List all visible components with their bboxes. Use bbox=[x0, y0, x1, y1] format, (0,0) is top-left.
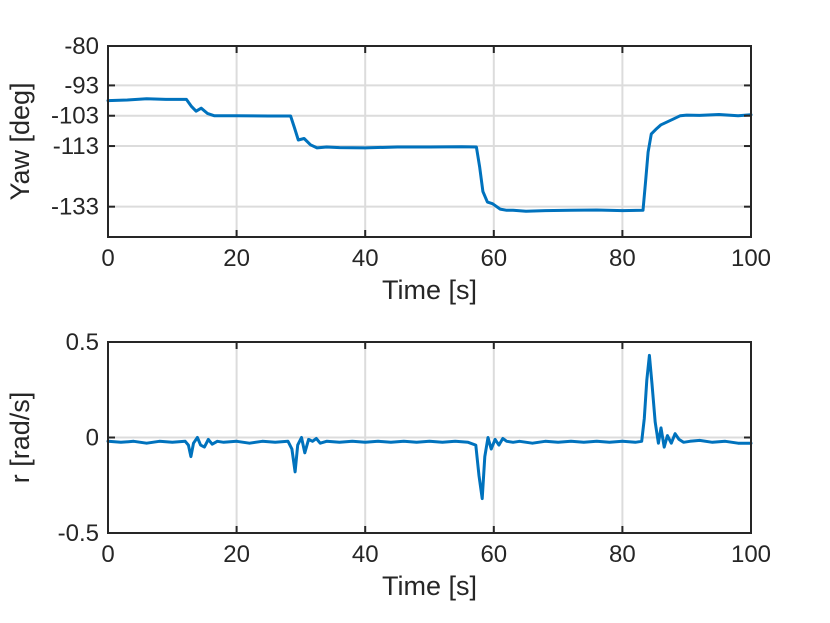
yaw-rate-series-line bbox=[106, 353, 753, 501]
yaw-ticks: 0 20 40 60 80 100 -80 -93 -103 -113 -133 bbox=[51, 33, 771, 272]
yaw-x-axis-label: Time [s] bbox=[382, 275, 477, 305]
yaw-y-tick-label: -133 bbox=[51, 194, 99, 221]
yaw-rate-x-tick-label: 20 bbox=[223, 541, 250, 568]
yaw-series bbox=[106, 97, 753, 213]
yaw-y-tick-label: -80 bbox=[64, 33, 99, 60]
yaw-rate-x-tick-label: 40 bbox=[352, 541, 379, 568]
yaw-axes: 0 20 40 60 80 100-80-93-103-113-133 Time [s] … bbox=[5, 33, 771, 305]
yaw-rate-y-axis-label: r [rad/s] bbox=[5, 392, 35, 484]
yaw-x-tick-label: 100 bbox=[731, 245, 771, 272]
yaw-x-tick-label: 40 bbox=[352, 245, 379, 272]
yaw-y-axis-label: Yaw [deg] bbox=[5, 82, 35, 200]
yaw-x-tick-label: 0 bbox=[101, 245, 114, 272]
yaw-rate-x-tick-label: 60 bbox=[480, 541, 507, 568]
yaw-rate-y-tick-label: 0 bbox=[86, 425, 99, 452]
yaw-y-tick-label: -113 bbox=[53, 133, 99, 160]
yaw-y-tick-label: -93 bbox=[64, 72, 99, 99]
yaw-y-tick-label: -103 bbox=[51, 103, 99, 130]
yaw-rate-y-tick-label: -0.5 bbox=[58, 520, 99, 547]
yaw-x-tick-label: 80 bbox=[609, 245, 636, 272]
yaw-rate-x-tick-label: 80 bbox=[609, 541, 636, 568]
yaw-rate-x-axis-label: Time [s] bbox=[382, 571, 477, 601]
yaw-x-tick-label: 20 bbox=[223, 245, 250, 272]
yaw-series-line bbox=[106, 97, 753, 213]
yaw-plot-area bbox=[108, 46, 751, 237]
yaw-rate-x-tick-label: 100 bbox=[731, 541, 771, 568]
yaw-rate-y-tick-label: 0.5 bbox=[66, 329, 99, 356]
yaw-rate-series bbox=[106, 353, 753, 501]
yaw-x-tick-label: 60 bbox=[480, 245, 507, 272]
yaw-rate-x-tick-label: 0 bbox=[101, 541, 114, 568]
yaw-axes-frame bbox=[107, 45, 752, 238]
